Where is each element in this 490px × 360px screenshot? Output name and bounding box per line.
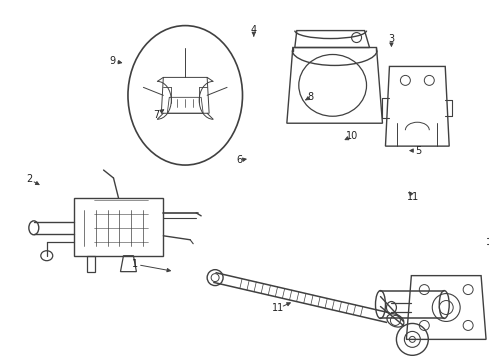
Text: 8: 8: [308, 92, 314, 102]
Text: 4: 4: [251, 25, 257, 35]
Text: 1: 1: [132, 259, 138, 269]
Text: 11: 11: [272, 303, 284, 314]
Text: 3: 3: [389, 35, 394, 44]
Text: 7: 7: [153, 110, 159, 120]
Text: 11: 11: [407, 192, 419, 202]
Text: 6: 6: [236, 155, 242, 165]
Text: 9: 9: [109, 56, 115, 66]
Text: 2: 2: [26, 174, 32, 184]
Text: 10: 10: [346, 131, 359, 141]
Text: 5: 5: [415, 145, 421, 156]
